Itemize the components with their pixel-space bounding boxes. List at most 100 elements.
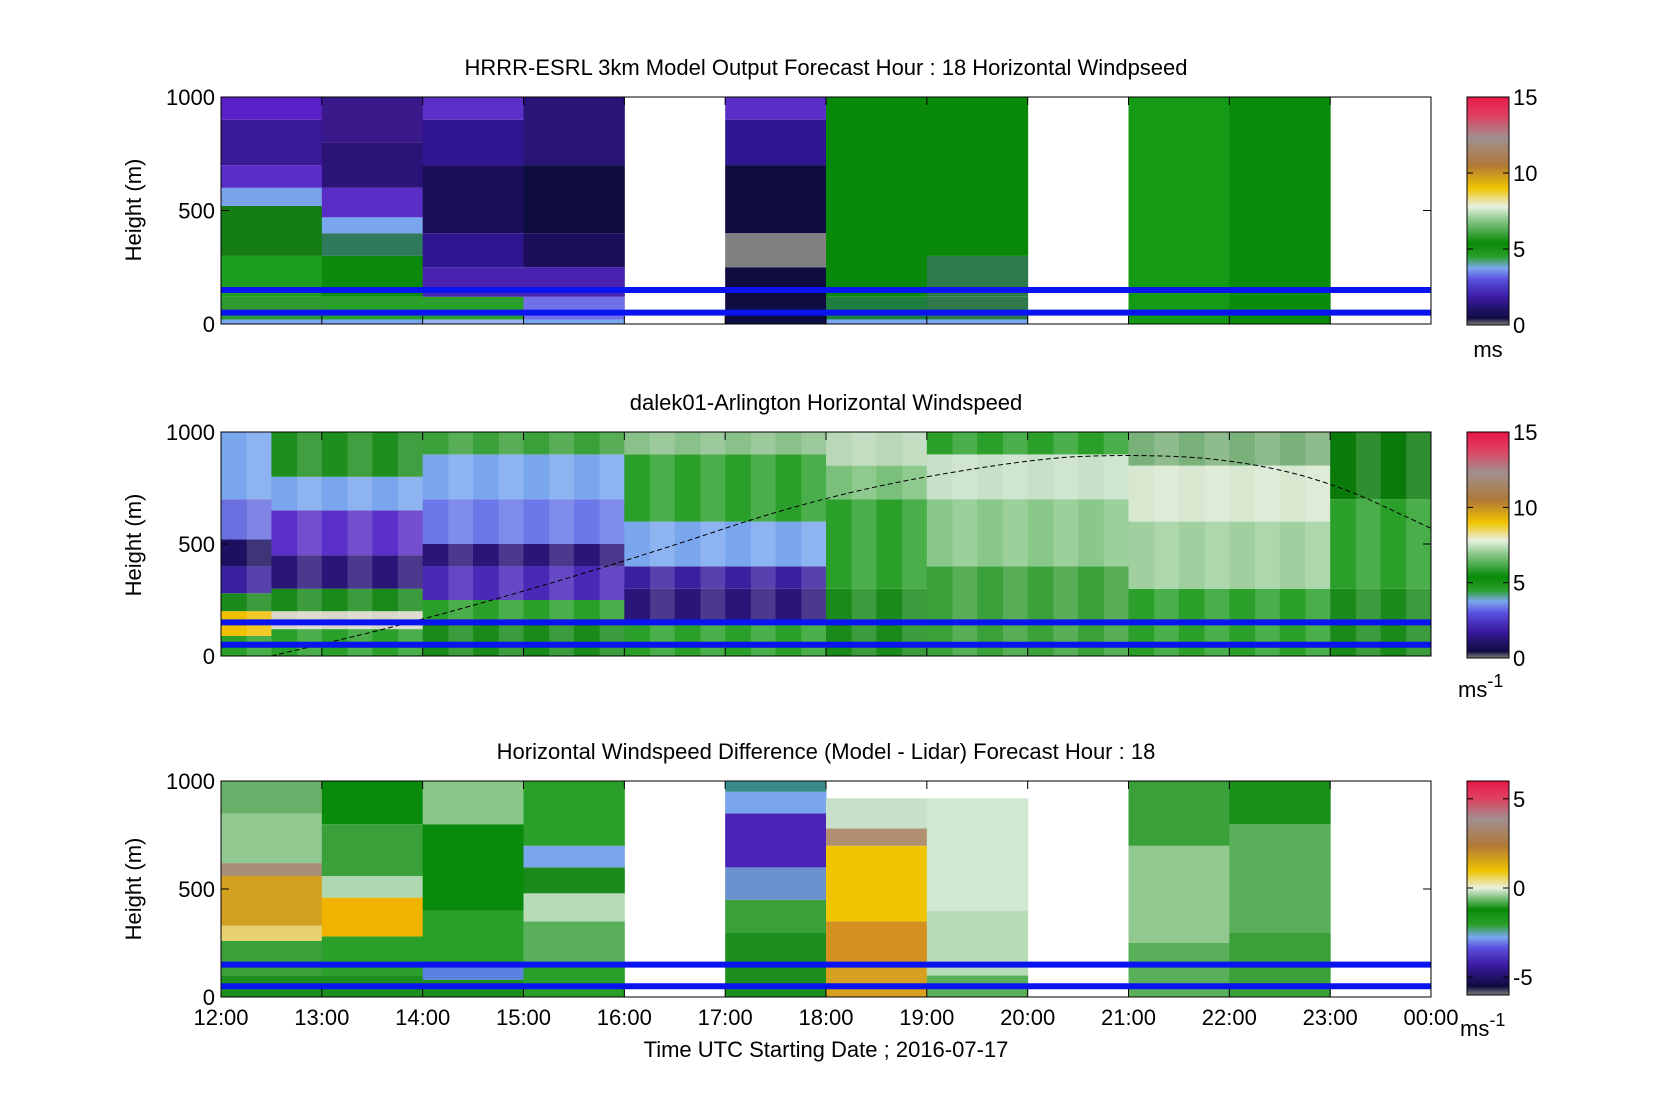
x-tick-label: 15:00 [496, 1005, 551, 1030]
cell-1-6-38-1 [1178, 521, 1205, 589]
cell-1-0-1-4 [246, 539, 272, 567]
cell-1-2-10-5 [473, 454, 499, 500]
panel-difference-colorbar-unit: ms-1 [1460, 1010, 1505, 1041]
cell-1-3-16-3 [624, 521, 651, 567]
cell-1-3-16-1 [624, 588, 651, 623]
cell-1-2-11-0 [498, 622, 524, 656]
panel-lidar-unit-exp: -1 [1487, 671, 1503, 691]
panel-lidar-title: dalek01-Arlington Horizontal Windspeed [630, 390, 1023, 415]
cell-1-5-35-1 [1103, 499, 1129, 567]
cell-1-4-24-3 [826, 432, 852, 466]
cell-1-5-29-3 [952, 432, 978, 455]
panel-difference-y-ticks: 1000 500 0 [166, 769, 1431, 1010]
cell-0-6-0 [926, 319, 1029, 324]
cell-1-0-0-3 [221, 566, 247, 594]
cell-1-3-17-2 [649, 566, 676, 589]
cell-1-2-14-1 [573, 600, 600, 623]
cell-1-7-44-2 [1330, 432, 1356, 500]
cell-0-1-3 [321, 233, 424, 256]
cell-1-1-2-4 [271, 510, 298, 556]
cell-1-2-8-2 [422, 566, 449, 600]
colorbar-tick-label: 5 [1513, 787, 1525, 812]
x-tick-labels: 12:00 13:00 14:00 15:00 16:00 17:00 18:00 19:00… [193, 1005, 1458, 1030]
cell-0-5-1 [826, 296, 928, 320]
cell-1-6-36-3 [1128, 432, 1155, 466]
cell-1-5-29-0 [952, 566, 978, 656]
cell-1-6-41-1 [1254, 521, 1281, 589]
cell-0-1-1 [321, 296, 424, 320]
cell-1-2-15-0 [599, 622, 625, 656]
cell-1-3-16-5 [624, 432, 651, 455]
cell-1-3-16-4 [624, 454, 651, 522]
cell-2-1-2 [321, 897, 424, 937]
cell-1-6-43-1 [1304, 521, 1331, 589]
cell-1-1-3-2 [296, 588, 323, 612]
cell-1-2-13-5 [548, 454, 575, 500]
cell-1-7-46-1 [1380, 499, 1407, 589]
colorbar-tick-label: 10 [1513, 495, 1537, 520]
cell-2-5-2 [826, 845, 928, 922]
cell-1-4-25-3 [851, 432, 877, 466]
panel-model-colorbar [1466, 96, 1510, 326]
cell-1-5-32-1 [1027, 499, 1054, 567]
colorbar-tick-label: 0 [1513, 313, 1525, 338]
cell-1-3-17-0 [649, 622, 676, 656]
cell-2-3-3 [523, 867, 625, 894]
cell-2-8-1 [1229, 824, 1331, 933]
cell-1-1-3-6 [296, 432, 323, 477]
y-tick-label: 0 [203, 644, 215, 669]
cell-1-2-11-2 [498, 566, 524, 600]
cell-2-2-4 [422, 781, 524, 825]
cell-1-6-40-3 [1229, 432, 1256, 466]
cell-0-2-4 [422, 165, 524, 234]
cell-1-2-10-1 [473, 600, 499, 623]
cell-1-2-14-0 [573, 622, 600, 656]
cell-0-4-4 [725, 97, 827, 120]
cell-1-2-11-3 [498, 544, 524, 567]
cell-1-3-22-1 [775, 588, 802, 623]
cell-1-1-5-4 [347, 510, 373, 556]
cell-0-3-5 [523, 97, 625, 166]
cell-1-3-20-4 [725, 454, 751, 522]
cell-1-5-35-3 [1103, 432, 1129, 455]
cell-1-2-15-4 [599, 499, 625, 544]
cell-0-0-0 [221, 319, 323, 324]
cell-1-1-2-3 [271, 555, 298, 589]
panel-model-y-ticks: 1000 500 0 [166, 85, 1431, 337]
cell-1-2-10-0 [473, 622, 499, 656]
cell-1-3-19-1 [699, 588, 726, 623]
colorbar-tick-label: -5 [1513, 965, 1533, 990]
y-tick-label: 0 [203, 312, 215, 337]
cell-1-3-21-1 [750, 588, 777, 623]
cell-1-2-9-5 [447, 454, 474, 500]
cell-1-0-1-5 [246, 499, 272, 540]
cell-1-3-17-3 [649, 521, 676, 567]
cell-1-1-4-4 [321, 510, 348, 556]
cell-1-0-1-3 [246, 566, 272, 594]
cell-0-4-2 [725, 165, 827, 234]
cell-1-3-22-0 [775, 622, 802, 656]
cell-0-0-1 [221, 296, 323, 320]
cell-0-1-4 [321, 217, 424, 234]
panel-difference-colorbar-ticks: 5 0 -5 [1467, 787, 1533, 990]
cell-2-5-0 [826, 964, 928, 997]
cell-1-3-18-5 [674, 432, 701, 455]
y-tick-label: 1000 [166, 769, 215, 794]
cell-1-3-22-3 [775, 521, 802, 567]
cell-1-5-34-0 [1078, 566, 1104, 656]
cell-1-2-11-4 [498, 499, 524, 544]
cell-1-2-8-6 [422, 432, 449, 455]
y-tick-label: 1000 [166, 420, 215, 445]
cell-2-2-3 [422, 824, 524, 911]
cell-1-1-6-5 [372, 476, 398, 511]
cell-1-5-29-1 [952, 499, 978, 567]
cell-1-6-38-2 [1178, 465, 1205, 522]
panel-difference-reference-lines [221, 961, 1431, 990]
cell-2-5-1 [826, 921, 928, 965]
x-tick-label: 12:00 [193, 1005, 248, 1030]
panel-lidar-cells [221, 432, 1431, 656]
cell-1-3-18-3 [674, 521, 701, 567]
cell-0-0-5 [221, 165, 323, 188]
cell-1-1-6-4 [372, 510, 398, 556]
